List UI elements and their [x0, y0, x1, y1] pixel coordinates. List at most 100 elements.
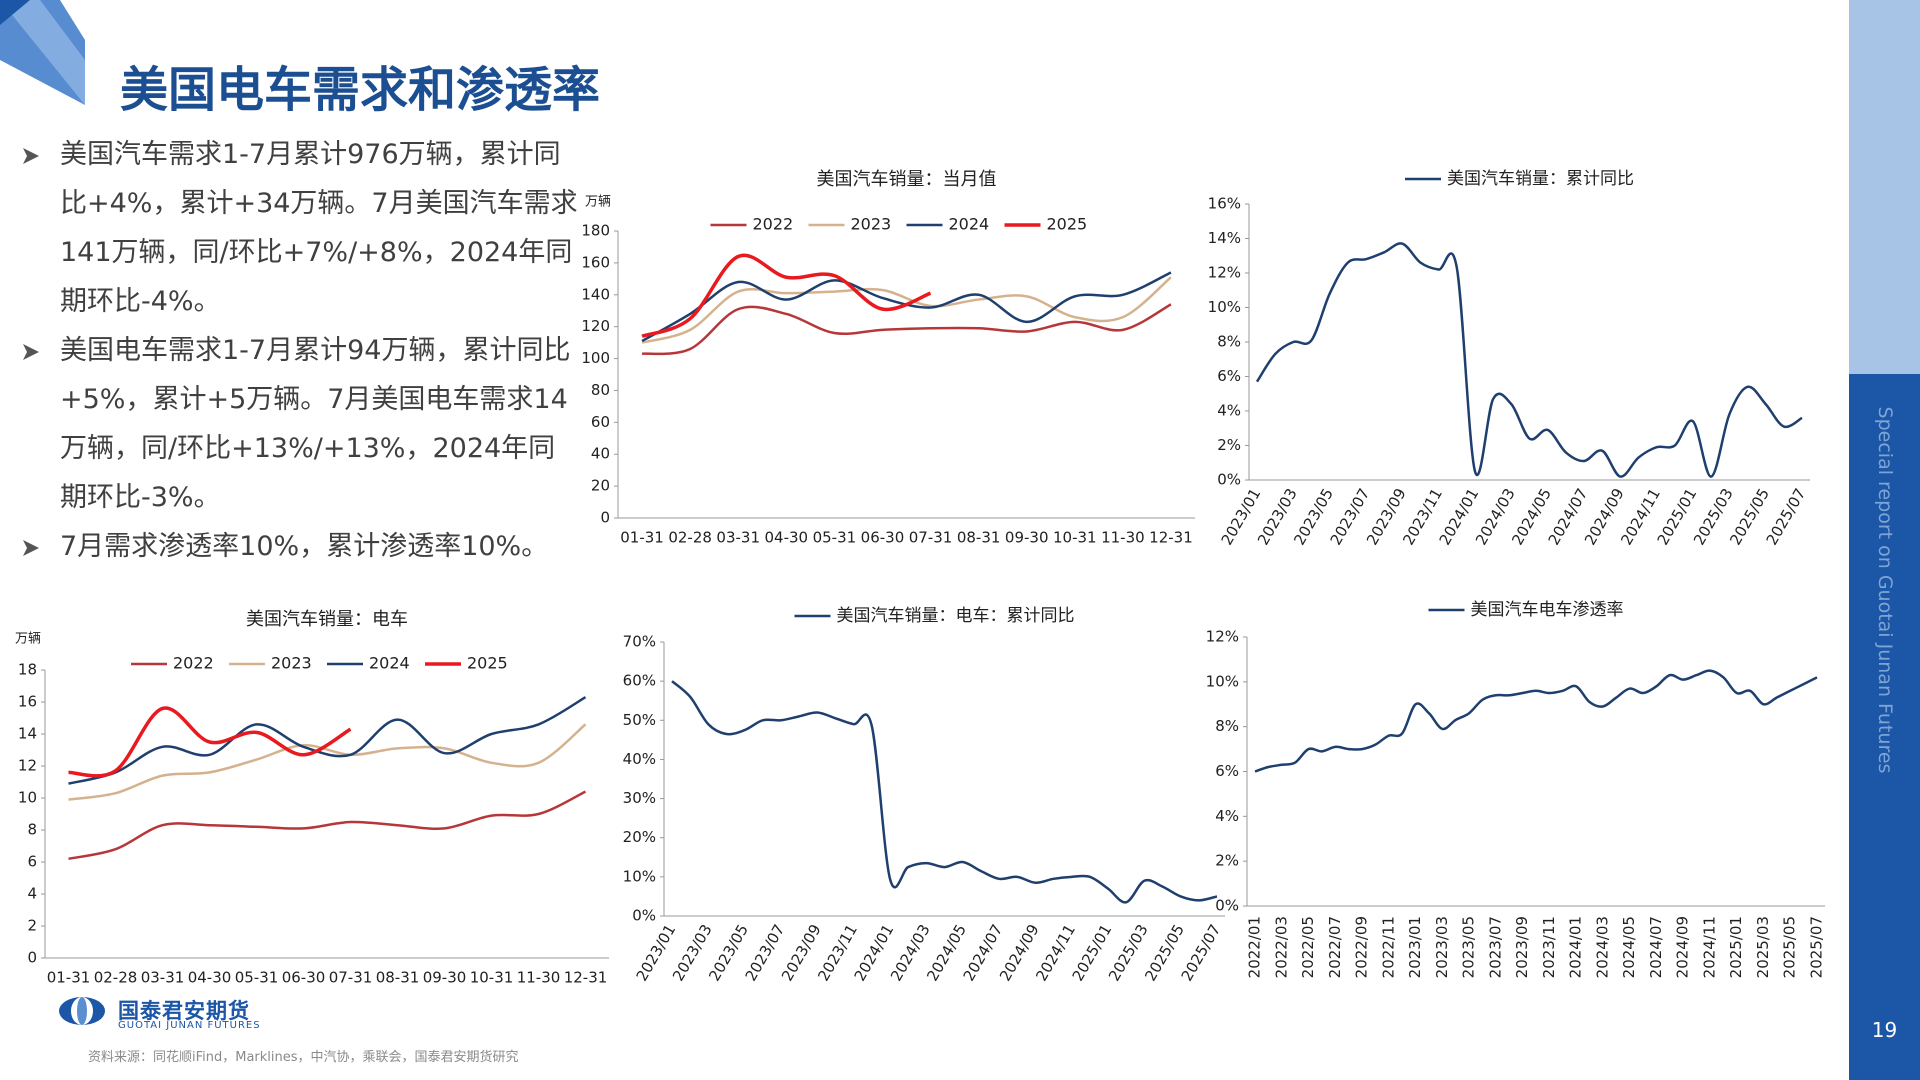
legend-label: 2025	[467, 654, 508, 673]
y-tick-label: 4	[27, 885, 37, 903]
legend-label: 2023	[851, 215, 892, 234]
y-tick-label: 6%	[1215, 762, 1239, 780]
y-tick-label: 20	[591, 477, 610, 495]
y-tick-label: 0%	[1217, 471, 1241, 489]
legend-label: 美国汽车销量：累计同比	[1447, 169, 1634, 189]
x-tick-label: 2023/09	[1513, 916, 1531, 978]
line	[68, 706, 352, 778]
line	[641, 303, 1172, 356]
y-tick-label: 2	[27, 917, 37, 935]
x-tick-label: 2023/11	[1540, 916, 1558, 978]
x-tick-label: 2024/07	[1647, 916, 1665, 978]
x-tick-label: 2023/05	[1460, 916, 1478, 978]
x-tick-label: 10-31	[470, 969, 514, 987]
x-tick-label: 12-31	[1149, 529, 1193, 547]
x-tick-label: 09-30	[423, 969, 467, 987]
page-number: 19	[1871, 1018, 1898, 1042]
line	[1255, 242, 1803, 478]
line	[68, 723, 587, 801]
x-tick-label: 08-31	[376, 969, 420, 987]
bullet-marker	[23, 540, 39, 556]
bullet-marker	[23, 344, 39, 360]
legend-label: 2024	[949, 215, 990, 234]
x-tick-label: 11-30	[1101, 529, 1145, 547]
bullet-text: 美国汽车需求1-7月累计976万辆，累计同比+4%，累计+34万辆。7月美国汽车…	[60, 139, 578, 317]
x-tick-label: 2024/05	[1620, 916, 1638, 978]
y-tick-label: 16%	[1208, 195, 1241, 213]
x-tick-label: 03-31	[141, 969, 185, 987]
y-tick-label: 6%	[1217, 367, 1241, 385]
bullet-list: 美国汽车需求1-7月累计976万辆，累计同比+4%，累计+34万辆。7月美国汽车…	[20, 130, 580, 571]
legend-label: 美国汽车电车渗透率	[1471, 600, 1624, 620]
x-tick-label: 02-28	[94, 969, 138, 987]
legend-label: 2022	[753, 215, 794, 234]
y-tick-label: 0%	[632, 907, 656, 925]
sidebar: Special report on Guotai Junan Futures 1…	[1849, 0, 1920, 1080]
x-tick-label: 2024/03	[1593, 916, 1611, 978]
y-tick-label: 2%	[1217, 436, 1241, 454]
source-note: 资料来源：同花顺iFind，Marklines，中汽协，乘联会，国泰君安期货研究	[88, 1050, 519, 1065]
x-tick-label: 2022/09	[1353, 916, 1371, 978]
x-tick-label: 08-31	[957, 529, 1001, 547]
chart-title: 美国汽车销量：电车	[246, 609, 408, 630]
x-tick-label: 01-31	[620, 529, 664, 547]
x-tick-label: 2025/05	[1781, 916, 1799, 978]
y-tick-label: 60	[591, 413, 610, 431]
x-tick-label: 2025/01	[1727, 916, 1745, 978]
x-tick-label: 05-31	[813, 529, 857, 547]
x-tick-label: 04-30	[188, 969, 232, 987]
line	[68, 696, 587, 785]
sidebar-top	[1849, 0, 1920, 374]
x-tick-label: 02-28	[668, 529, 712, 547]
x-tick-label: 03-31	[716, 529, 760, 547]
sidebar-bottom	[1849, 374, 1920, 1080]
y-tick-label: 8	[27, 821, 37, 839]
x-tick-label: 2022/11	[1379, 916, 1397, 978]
legend-label: 2022	[173, 654, 214, 673]
x-tick-label: 2025/07	[1808, 916, 1826, 978]
y-tick-label: 70%	[623, 633, 656, 651]
x-tick-label: 07-31	[329, 969, 373, 987]
y-tick-label: 0	[27, 949, 37, 967]
x-tick-label: 09-30	[1005, 529, 1049, 547]
legend-label: 美国汽车销量：电车：累计同比	[837, 606, 1075, 626]
y-tick-label: 4%	[1215, 807, 1239, 825]
y-tick-label: 140	[581, 285, 610, 303]
y-tick-label: 10	[18, 789, 37, 807]
y-tick-label: 60%	[623, 672, 656, 690]
x-tick-label: 12-31	[564, 969, 608, 987]
line	[1254, 669, 1818, 773]
bullet: 7月需求渗透率10%，累计渗透率10%。	[20, 522, 580, 571]
x-tick-label: 07-31	[909, 529, 953, 547]
logo-text: 国泰君安期货	[118, 999, 250, 1023]
x-tick-label: 2024/09	[1674, 916, 1692, 978]
y-tick-label: 120	[581, 317, 610, 335]
line	[68, 790, 587, 861]
y-tick-label: 4%	[1217, 402, 1241, 420]
y-axis-label: 万辆	[585, 195, 611, 210]
x-tick-label: 2022/03	[1272, 916, 1290, 978]
chart-title: 美国汽车销量：当月值	[817, 169, 997, 190]
x-tick-label: 2025/03	[1754, 916, 1772, 978]
slide-title: 美国电车需求和渗透率	[120, 62, 601, 118]
y-tick-label: 14	[18, 725, 37, 743]
x-tick-label: 11-30	[517, 969, 561, 987]
y-tick-label: 160	[581, 253, 610, 271]
bullet: 美国汽车需求1-7月累计976万辆，累计同比+4%，累计+34万辆。7月美国汽车…	[20, 130, 580, 326]
y-tick-label: 10%	[1206, 672, 1239, 690]
x-tick-label: 2022/01	[1246, 916, 1264, 978]
y-tick-label: 40%	[623, 750, 656, 768]
x-tick-label: 05-31	[235, 969, 279, 987]
corner-decoration	[0, 0, 85, 105]
x-tick-label: 2023/03	[1433, 916, 1451, 978]
bullet: 美国电车需求1-7月累计94万辆，累计同比+5%，累计+5万辆。7月美国电车需求…	[20, 326, 580, 522]
logo-mark	[59, 997, 105, 1025]
line	[641, 276, 1172, 344]
y-tick-label: 12%	[1208, 264, 1241, 282]
x-tick-label: 01-31	[47, 969, 91, 987]
y-tick-label: 14%	[1208, 229, 1241, 247]
y-tick-label: 10%	[1208, 298, 1241, 316]
y-tick-label: 80	[591, 381, 610, 399]
